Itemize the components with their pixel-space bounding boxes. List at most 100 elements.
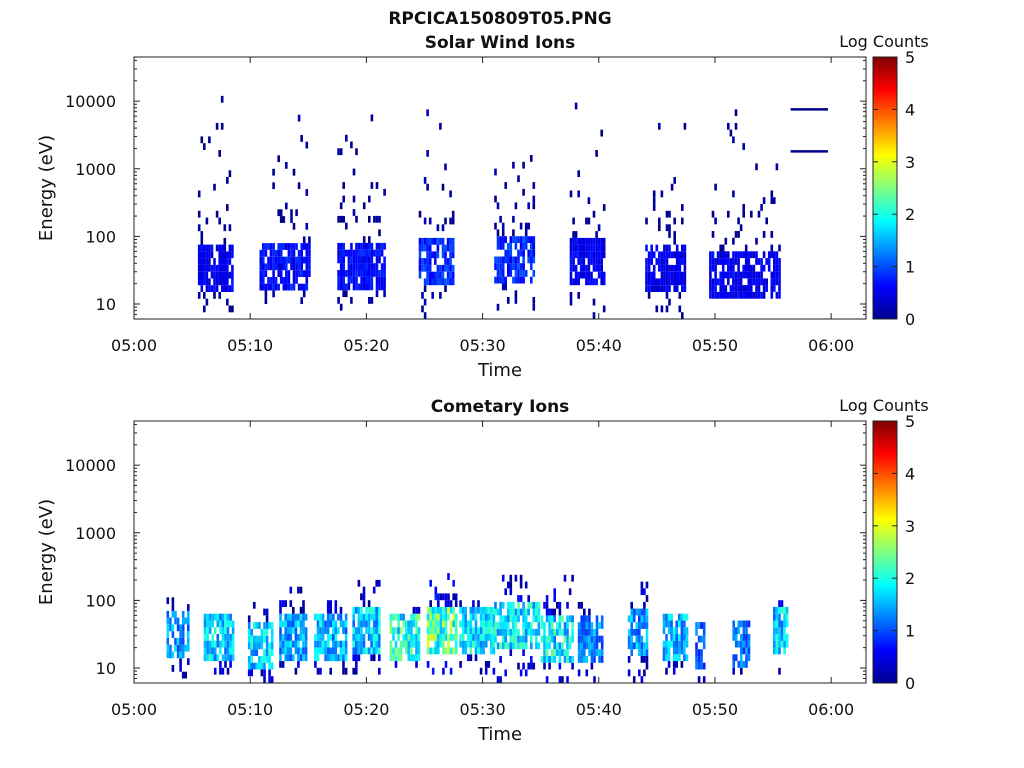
heatmap-cell: [294, 640, 298, 648]
heatmap-cell: [316, 654, 320, 662]
heatmap-cell: [352, 283, 356, 291]
heatmap-cell: [579, 244, 583, 252]
heatmap-cell: [665, 305, 669, 313]
heatmap-cell: [181, 617, 185, 625]
heatmap-cell: [200, 244, 204, 252]
heatmap-cell: [652, 197, 656, 205]
heatmap-cell: [479, 667, 483, 675]
heatmap-cell: [412, 654, 416, 662]
heatmap-cell: [568, 615, 572, 623]
heatmap-cell: [187, 631, 190, 638]
heatmap-cell: [268, 669, 271, 677]
heatmap-cell: [504, 249, 507, 257]
heatmap-cell: [213, 627, 217, 634]
heatmap-cell: [732, 278, 735, 286]
heatmap-cell: [253, 601, 256, 609]
heatmap-cell: [264, 263, 268, 271]
heatmap-cell: [262, 249, 265, 257]
heatmap-cell: [294, 667, 298, 675]
heatmap-cell: [585, 217, 588, 225]
heatmap-cell: [166, 597, 170, 605]
heatmap-cell: [316, 627, 320, 634]
heatmap-cell: [592, 258, 596, 265]
heatmap-cell: [556, 628, 559, 636]
heatmap-cell: [218, 251, 221, 259]
heatmap-cell: [272, 270, 275, 277]
heatmap-cell: [259, 277, 263, 284]
heatmap-cell: [221, 627, 225, 634]
heatmap-cell: [675, 264, 679, 272]
heatmap-cell: [580, 649, 583, 656]
heatmap-cell: [370, 276, 374, 284]
heatmap-cell: [474, 634, 478, 641]
heatmap-cell: [512, 215, 515, 223]
heatmap-cell: [775, 627, 779, 634]
heatmap-cell: [262, 270, 265, 277]
heatmap-cell: [226, 177, 229, 184]
heatmap-cell: [482, 634, 485, 641]
heatmap-cell: [783, 620, 786, 628]
heatmap-cell: [352, 209, 356, 216]
heatmap-cell: [324, 640, 327, 648]
heatmap-cell: [339, 613, 343, 621]
heatmap-cell: [737, 251, 740, 259]
heatmap-cell: [200, 251, 204, 259]
heatmap-cell: [522, 662, 525, 670]
heatmap-cell: [437, 647, 440, 655]
heatmap-cell: [444, 600, 448, 607]
heatmap-cell: [492, 667, 496, 675]
heatmap-cell: [522, 615, 525, 623]
heatmap-cell: [347, 263, 351, 270]
heatmap-cell: [260, 642, 264, 650]
heatmap-cell: [670, 251, 674, 259]
heatmap-cell: [365, 249, 369, 257]
heatmap-cell: [270, 662, 274, 670]
heatmap-cell: [434, 586, 438, 594]
heatmap-cell: [292, 606, 295, 614]
heatmap-cell: [524, 608, 528, 616]
heatmap-cell: [643, 622, 646, 629]
heatmap-cell: [512, 601, 515, 609]
heatmap-cell: [260, 656, 264, 663]
heatmap-cell: [316, 620, 320, 628]
heatmap-cell: [568, 656, 572, 663]
heatmap-cell: [640, 581, 644, 589]
heatmap-cell: [638, 608, 641, 616]
heatmap-cell: [449, 258, 452, 265]
heatmap-cell: [262, 277, 265, 284]
heatmap-cell: [750, 291, 753, 299]
heatmap-cell: [550, 635, 554, 643]
heatmap-cell: [571, 574, 574, 582]
heatmap-cell: [590, 258, 593, 265]
heatmap-cell: [326, 613, 330, 621]
heatmap-cell: [569, 258, 573, 265]
heatmap-cell: [563, 649, 567, 656]
colorbar-tick-label: 5: [905, 48, 915, 67]
heatmap-cell: [415, 627, 418, 634]
heatmap-cell: [268, 642, 271, 650]
heatmap-cell: [683, 271, 687, 279]
heatmap-cell: [697, 635, 701, 643]
heatmap-cell: [652, 285, 656, 292]
heatmap-cell: [652, 278, 656, 286]
heatmap-cell: [426, 613, 430, 621]
heatmap-cell: [279, 654, 282, 662]
heatmap-cell: [334, 620, 338, 628]
heatmap-cell: [299, 627, 303, 634]
heatmap-cell: [499, 263, 502, 270]
heatmap-cell: [667, 654, 671, 662]
heatmap-cell: [750, 251, 753, 259]
heatmap-cell: [507, 622, 510, 629]
heatmap-cell: [259, 283, 263, 291]
heatmap-cell: [655, 305, 659, 313]
heatmap-cell: [652, 271, 656, 279]
x-tick-label: 05:10: [227, 700, 273, 719]
heatmap-cell: [208, 258, 211, 265]
heatmap-cell: [678, 271, 682, 279]
heatmap-cell: [482, 620, 485, 628]
heatmap-cell: [732, 190, 735, 198]
heatmap-cell: [670, 640, 673, 648]
heatmap-cell: [672, 634, 676, 641]
heatmap-cell: [269, 263, 273, 271]
heatmap-cell: [405, 640, 408, 648]
